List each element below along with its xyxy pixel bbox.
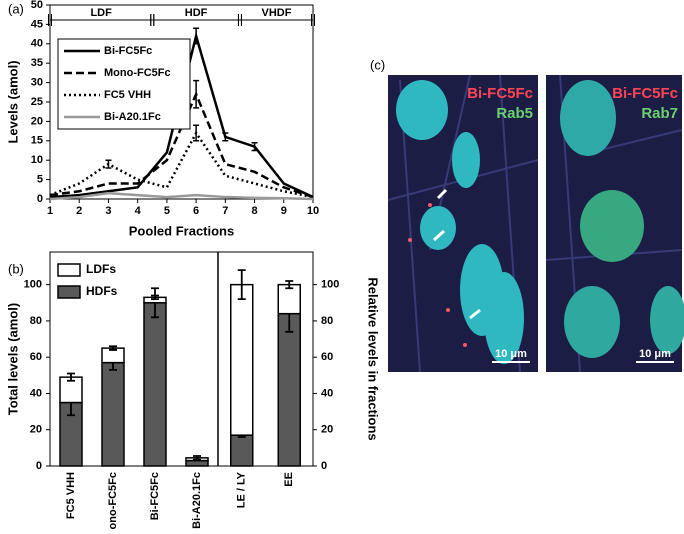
legend-label: Bi-FC5Fc xyxy=(104,45,152,57)
image-label: Rab5 xyxy=(496,105,533,122)
legend-swatch xyxy=(57,263,81,277)
y-tick-label: 20 xyxy=(321,424,333,436)
y-tick-label: 35 xyxy=(31,57,43,69)
y-tick-label: 60 xyxy=(321,351,333,363)
y-tick-label: 60 xyxy=(30,351,42,363)
y-tick-label: 5 xyxy=(37,174,43,186)
error-bar xyxy=(193,124,200,142)
x-tick-label: FC5 VHH xyxy=(65,472,77,519)
y2-axis-label: Relative levels in fractions xyxy=(366,277,381,440)
x-tick-label: Bi-FC5Fc xyxy=(149,472,161,520)
bar-segment xyxy=(230,434,254,467)
legend-label: HDFs xyxy=(86,284,118,298)
error-bar xyxy=(251,141,258,152)
x-tick-label: 2 xyxy=(76,205,82,217)
y-tick-label: 45 xyxy=(31,18,43,30)
panel-label: (c) xyxy=(370,57,385,72)
error-bar xyxy=(222,132,229,142)
x-tick-label: 8 xyxy=(251,205,257,217)
y-tick-label: 40 xyxy=(30,387,42,399)
y-tick-label: 100 xyxy=(321,279,339,291)
legend-label: FC5 VHH xyxy=(104,89,151,101)
image-label: Bi-FC5Fc xyxy=(612,85,678,102)
y-tick-label: 20 xyxy=(31,115,43,127)
legend-label: Bi-A20.1Fc xyxy=(104,111,161,123)
scale-label: 10 μm xyxy=(495,348,527,360)
scale-label: 10 μm xyxy=(639,348,671,360)
x-tick-label: 3 xyxy=(105,205,111,217)
bar-segment xyxy=(185,459,209,467)
x-tick-label: 9 xyxy=(281,205,287,217)
panel-label: (a) xyxy=(8,1,24,16)
error-bar xyxy=(109,345,117,351)
y-axis-label: Levels (amol) xyxy=(5,60,20,143)
series-line xyxy=(49,191,314,201)
image-label: Bi-FC5Fc xyxy=(467,85,533,102)
error-bar xyxy=(193,455,201,461)
x-tick-label: LE / LY xyxy=(236,471,248,508)
x-tick-label: 4 xyxy=(135,205,142,217)
y-tick-label: 40 xyxy=(321,387,333,399)
error-bar xyxy=(105,159,112,169)
plot-frame xyxy=(49,251,314,467)
y-tick-label: 80 xyxy=(30,315,42,327)
x-tick-label: Mono-FC5Fc xyxy=(107,472,119,529)
x-tick-label: 5 xyxy=(164,205,170,217)
bar-segment xyxy=(143,302,167,467)
error-bar xyxy=(151,294,159,301)
error-bar xyxy=(193,79,200,109)
y-tick-label: 0 xyxy=(37,193,43,205)
legend-box xyxy=(57,38,191,130)
x-tick-label: 6 xyxy=(193,205,199,217)
x-tick-label: EE xyxy=(283,472,295,487)
bar-segment xyxy=(277,312,301,467)
legend-label: Mono-FC5Fc xyxy=(104,67,171,79)
y-tick-label: 40 xyxy=(31,38,43,50)
image-label: Rab7 xyxy=(641,105,678,122)
legend-label: LDFs xyxy=(86,262,116,276)
micrograph: Bi-FC5Fc Rab5 10 μm xyxy=(387,74,539,373)
panel-label: (b) xyxy=(8,261,24,276)
x-axis-label: Pooled Fractions xyxy=(129,223,234,238)
x-tick-label: 10 xyxy=(307,205,319,217)
region-label: HDF xyxy=(185,7,208,19)
y-tick-label: 25 xyxy=(31,96,43,108)
x-tick-label: 7 xyxy=(222,205,228,217)
y-tick-label: 100 xyxy=(24,279,42,291)
y-axis-label: Total levels (amol) xyxy=(5,303,20,415)
micrograph: Bi-FC5Fc Rab7 10 μm xyxy=(545,74,684,373)
region-label: LDF xyxy=(90,7,112,19)
y-tick-label: 15 xyxy=(31,135,43,147)
bar-segment xyxy=(230,283,254,436)
y-tick-label: 80 xyxy=(321,315,333,327)
y-tick-label: 20 xyxy=(30,424,42,436)
series-line xyxy=(49,130,314,199)
y-tick-label: 10 xyxy=(31,154,43,166)
region-label: VHDF xyxy=(261,7,291,19)
x-tick-label: 1 xyxy=(47,205,53,217)
legend-swatch xyxy=(57,285,81,299)
error-bar xyxy=(67,372,75,382)
y-tick-label: 0 xyxy=(36,460,42,472)
error-bar xyxy=(285,280,294,290)
error-bar xyxy=(237,269,246,301)
bar-segment xyxy=(101,361,125,467)
y-tick-label: 0 xyxy=(321,460,327,472)
x-tick-label: Bi-A20.1Fc xyxy=(191,472,203,529)
error-bar xyxy=(193,27,200,45)
y-tick-label: 50 xyxy=(31,0,43,11)
y-tick-label: 30 xyxy=(31,77,43,89)
